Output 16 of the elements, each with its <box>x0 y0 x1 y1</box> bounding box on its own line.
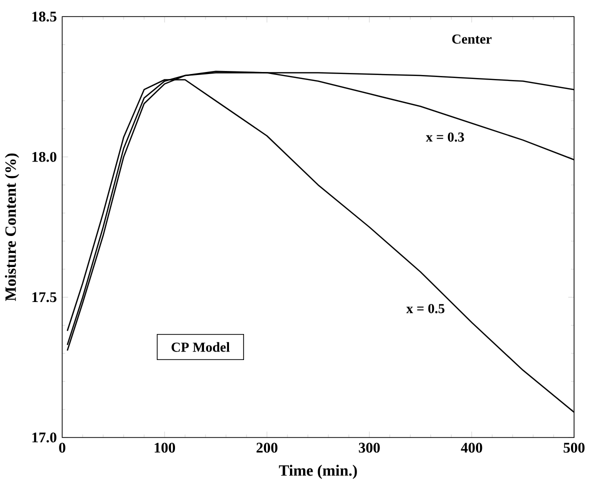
x-tick-label: 500 <box>564 442 585 453</box>
text: Center <box>452 34 492 44</box>
x-axis-title: Time (min.) <box>278 464 357 480</box>
series-label: x = 0.3 <box>426 132 464 142</box>
x-tick-label: 0 <box>59 442 66 453</box>
x-tick-label: 200 <box>256 442 278 453</box>
series-label: x = 0.5 <box>406 304 444 314</box>
x-tick-label: 400 <box>460 442 482 453</box>
y-tick-label: 17.0 <box>32 432 56 443</box>
y-tick-label: 17.5 <box>32 292 56 302</box>
x-tick-label: 300 <box>358 442 380 453</box>
y-tick-label: 18.0 <box>32 152 56 162</box>
x-tick-label: 100 <box>154 442 176 453</box>
y-tick-label: 18.5 <box>32 12 56 22</box>
y-axis-title: Moisture Content (%) <box>4 154 20 302</box>
annotation: CP Model <box>172 342 230 352</box>
